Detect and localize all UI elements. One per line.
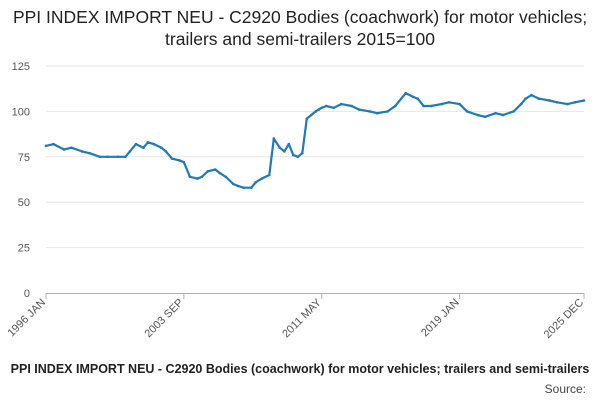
data-point (106, 155, 109, 159)
data-point (339, 102, 343, 106)
data-point (429, 104, 433, 108)
data-point (160, 146, 163, 149)
data-point (268, 173, 271, 177)
data-point (332, 106, 336, 110)
legend-series-name: PPI INDEX IMPORT NEU - C2920 Bodies (coa… (10, 362, 590, 376)
data-point (98, 155, 102, 159)
data-point (178, 159, 181, 162)
data-point (301, 151, 304, 155)
data-point (70, 146, 73, 149)
data-point (310, 113, 313, 117)
data-point (317, 108, 321, 111)
data-point (260, 177, 264, 180)
data-point (134, 142, 138, 146)
data-point (548, 99, 551, 102)
x-tick-label: 2025 DEC (542, 297, 586, 341)
data-point (530, 93, 533, 97)
data-point (296, 155, 300, 159)
data-point (416, 97, 420, 100)
data-point (458, 102, 461, 106)
y-tick-label: 75 (18, 152, 30, 164)
data-point (476, 113, 479, 117)
data-point (440, 102, 443, 106)
data-point (375, 111, 379, 115)
data-point (152, 142, 156, 146)
data-point (188, 175, 192, 179)
data-point (324, 104, 328, 108)
grid-lines (46, 65, 584, 249)
data-point (537, 97, 541, 100)
data-point (146, 141, 150, 144)
x-tick-label: 1996 JAN (5, 297, 48, 340)
x-tick-label: 2019 JAN (419, 297, 462, 340)
data-point (80, 150, 84, 153)
data-point (62, 148, 66, 151)
data-point (404, 91, 408, 95)
data-point (128, 150, 132, 153)
data-point (116, 155, 120, 159)
data-point (218, 171, 222, 175)
data-point (422, 104, 425, 108)
data-point (224, 175, 228, 179)
data-point (305, 117, 309, 120)
data-point (232, 182, 235, 186)
data-point (501, 113, 505, 117)
y-axis: 0 25 50 75 100 125 (12, 61, 30, 300)
data-point (200, 175, 204, 179)
series-group (44, 91, 586, 189)
chart-title: PPI INDEX IMPORT NEU - C2920 Bodies (coa… (12, 7, 588, 49)
y-tick-label: 50 (18, 197, 30, 209)
data-point (555, 101, 559, 104)
data-point (283, 150, 286, 153)
data-point (170, 157, 174, 160)
data-point (524, 97, 527, 100)
data-point (52, 142, 55, 146)
data-point (206, 170, 210, 173)
data-point (512, 110, 515, 113)
data-point (272, 137, 276, 140)
data-point (88, 151, 91, 155)
data-point (357, 108, 361, 111)
data-point (314, 110, 318, 113)
data-point (142, 146, 145, 149)
data-point (254, 180, 258, 184)
data-point (182, 160, 186, 164)
data-point (124, 155, 127, 159)
y-tick-label: 100 (12, 106, 30, 118)
data-point (242, 186, 246, 189)
data-point (411, 95, 415, 99)
data-point (393, 104, 397, 108)
y-tick-label: 125 (12, 61, 30, 73)
data-point (350, 104, 354, 108)
y-tick-label: 0 (24, 288, 30, 300)
data-point (236, 184, 240, 188)
data-point (494, 111, 497, 115)
data-point (465, 110, 469, 113)
data-point (582, 99, 586, 102)
data-point (287, 142, 291, 146)
data-point (573, 101, 577, 104)
data-point (196, 177, 199, 180)
data-point (320, 106, 324, 110)
x-tick-label: 2003 SEP (142, 297, 186, 341)
data-point (447, 101, 451, 104)
data-point (250, 186, 253, 189)
data-point (566, 102, 569, 106)
data-point (214, 168, 217, 171)
x-tick-label: 2011 MAY (280, 296, 324, 340)
data-point (368, 110, 372, 113)
source-label: Source: (544, 382, 586, 396)
data-point (164, 150, 168, 153)
data-point (483, 115, 487, 119)
data-point (519, 102, 523, 106)
legend: PPI INDEX IMPORT NEU - C2920 Bodies (coa… (0, 362, 600, 380)
data-point (278, 146, 282, 149)
data-point (44, 144, 48, 148)
data-point (386, 110, 390, 113)
data-point (292, 153, 295, 157)
series-line (45, 92, 585, 189)
x-axis: 1996 JAN 2003 SEP 2011 MAY 2019 JAN 2025 DEC (5, 293, 586, 341)
y-tick-label: 25 (18, 243, 30, 255)
